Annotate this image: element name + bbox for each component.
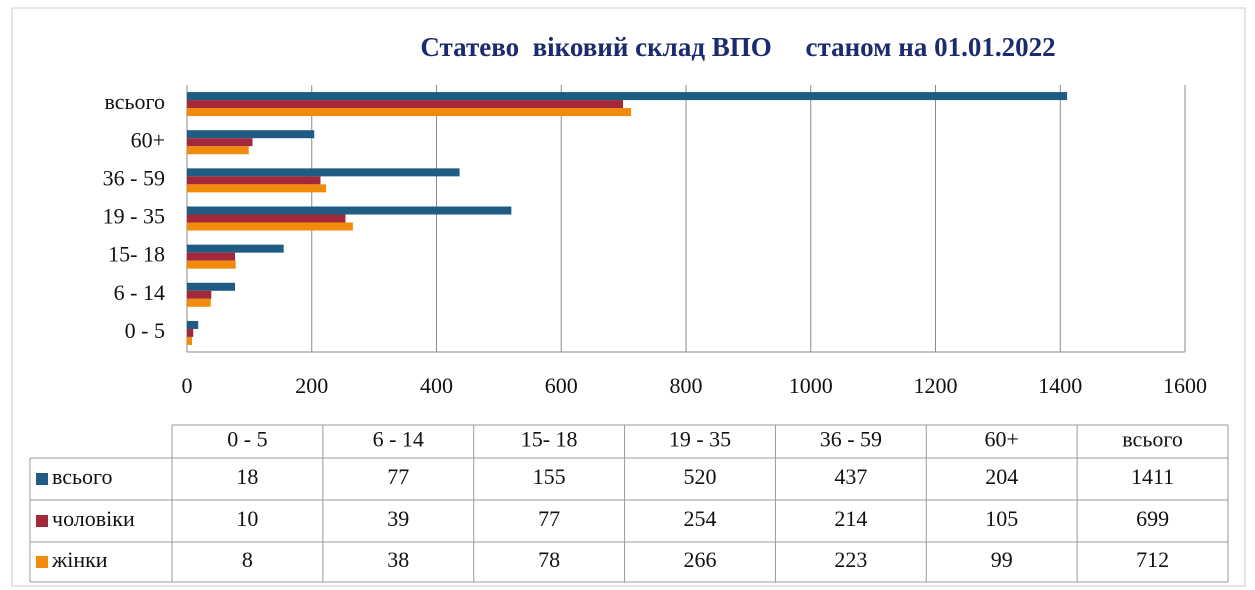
y-tick-label: 19 - 35 (103, 204, 165, 229)
table-header: 15- 18 (521, 427, 578, 452)
x-tick-label: 200 (295, 373, 328, 398)
y-tick-label: 15- 18 (108, 242, 165, 267)
legend-key (36, 473, 48, 485)
bar (187, 282, 236, 291)
x-tick-label: 600 (545, 373, 578, 398)
x-tick-label: 1200 (914, 373, 958, 398)
y-tick-label: 36 - 59 (103, 165, 165, 190)
legend-key (36, 515, 48, 527)
table-cell: 266 (684, 547, 717, 572)
x-tick-label: 800 (670, 373, 703, 398)
table-cell: 204 (985, 464, 1018, 489)
table-cell: 18 (236, 464, 258, 489)
table-cell: 1411 (1131, 464, 1174, 489)
y-tick-label: 0 - 5 (125, 318, 165, 343)
x-tick-label: 0 (182, 373, 193, 398)
legend-label: жінки (51, 547, 108, 572)
table-cell: 437 (834, 464, 867, 489)
table-header: 0 - 5 (227, 427, 267, 452)
bar (187, 100, 624, 109)
bar (187, 336, 192, 345)
bar (187, 130, 315, 139)
bar (187, 184, 327, 193)
legend-key (36, 556, 48, 568)
table-cell: 155 (533, 464, 566, 489)
y-tick-label: 6 - 14 (114, 280, 165, 305)
table-cell: 38 (387, 547, 409, 572)
table-header: 19 - 35 (669, 427, 731, 452)
table-cell: 77 (538, 506, 560, 531)
bar (187, 244, 284, 253)
x-tick-label: 1600 (1163, 373, 1207, 398)
table-cell: 39 (387, 506, 409, 531)
bar (187, 214, 346, 223)
table-cell: 214 (834, 506, 867, 531)
table-cell: 10 (236, 506, 258, 531)
chart-title: Статево віковий склад ВПО станом на 01.0… (420, 32, 1055, 62)
legend-label: чоловіки (52, 506, 135, 531)
table-header: 36 - 59 (820, 427, 882, 452)
table-header: 60+ (985, 427, 1019, 452)
table-cell: 77 (387, 464, 409, 489)
bar (187, 92, 1068, 101)
bar (187, 260, 236, 269)
table-cell: 712 (1136, 547, 1169, 572)
bar (187, 168, 460, 177)
table-header: 6 - 14 (373, 427, 424, 452)
table-cell: 223 (834, 547, 867, 572)
table-cell: 105 (985, 506, 1018, 531)
bar (187, 206, 512, 215)
table-header: всього (1122, 427, 1183, 452)
bar (187, 176, 321, 185)
bar (187, 252, 236, 261)
y-tick-label: 60+ (131, 127, 165, 152)
legend-label: всього (52, 464, 113, 489)
x-tick-label: 400 (420, 373, 453, 398)
bar (187, 320, 199, 329)
bar (187, 222, 353, 231)
x-tick-label: 1000 (789, 373, 833, 398)
bar (187, 290, 212, 299)
table-cell: 8 (242, 547, 253, 572)
y-tick-label: всього (104, 89, 165, 114)
bar (187, 146, 249, 155)
table-cell: 699 (1136, 506, 1169, 531)
bar (187, 298, 211, 307)
table-cell: 78 (538, 547, 560, 572)
frame (11, 7, 1246, 587)
bar (187, 138, 253, 147)
table-cell: 254 (684, 506, 717, 531)
table-cell: 99 (991, 547, 1013, 572)
bar (187, 328, 194, 337)
x-tick-label: 1400 (1038, 373, 1082, 398)
bar (187, 108, 632, 117)
table-cell: 520 (684, 464, 717, 489)
